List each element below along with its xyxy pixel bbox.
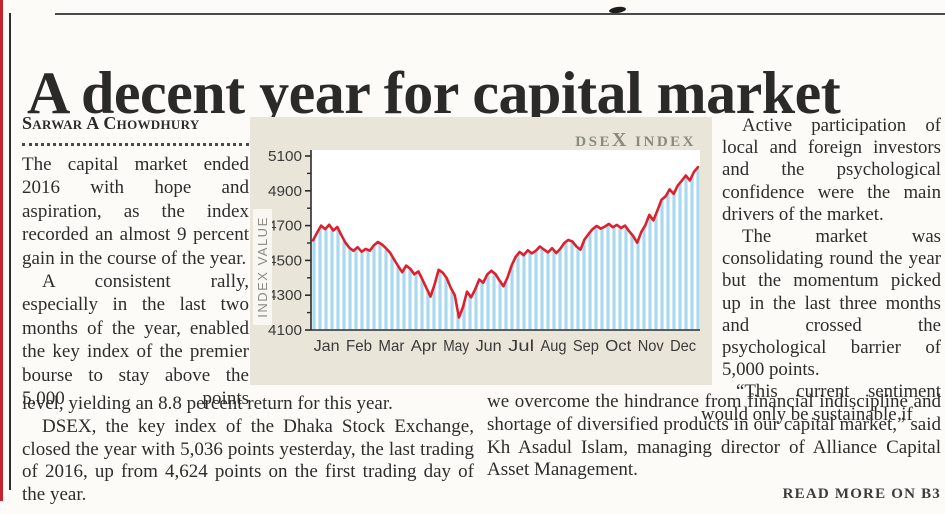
svg-text:May: May — [443, 338, 469, 355]
column-rule — [9, 13, 11, 490]
header-rule — [55, 13, 945, 15]
svg-text:Apr: Apr — [411, 338, 438, 355]
chart-canvas: 5100 4900 4700 4500 4300 4100 Jan Feb Mar Apr May J… — [268, 148, 700, 355]
article-paragraph: level, yielding an 8.8 percent return fo… — [22, 393, 393, 414]
article-paragraph: Active participation of local and foreig… — [722, 115, 941, 225]
chart-title-text: DSE — [575, 134, 612, 150]
article-paragraph: The market was consolidating round the y… — [722, 226, 941, 381]
article-paragraph: A consistent rally, especially in the la… — [22, 271, 249, 410]
left-column: Sarwar A Chowdhury The capital market en… — [22, 113, 249, 410]
svg-text:4900: 4900 — [268, 183, 302, 200]
chart-title-text: INDEX — [628, 134, 696, 150]
svg-text:Jul: Jul — [508, 338, 534, 355]
svg-text:4100: 4100 — [268, 322, 302, 339]
svg-text:4700: 4700 — [268, 218, 302, 235]
svg-text:Oct: Oct — [605, 338, 632, 355]
chart-title: DSEX INDEX — [575, 129, 696, 152]
svg-text:Aug: Aug — [541, 338, 567, 355]
quote-line: “This current sentiment — [736, 381, 941, 403]
read-more-note: READ MORE ON B3 — [782, 486, 941, 503]
bottom-right-column: we overcome the hindrance from financial… — [487, 391, 941, 503]
svg-text:4500: 4500 — [268, 252, 302, 269]
dsex-chart: DSEX INDEX INDEX VALUE 5100 4900 4700 4500 4… — [250, 117, 712, 385]
svg-text:Sep: Sep — [573, 338, 599, 355]
page-edge-red-strip — [0, 0, 3, 501]
svg-text:Mar: Mar — [378, 338, 405, 355]
right-column: Active participation of local and foreig… — [701, 115, 941, 426]
chart-title-x: X — [611, 129, 629, 151]
svg-text:4300: 4300 — [268, 287, 302, 304]
byline: Sarwar A Chowdhury — [22, 113, 200, 133]
quote-line: would only be sustainable if — [701, 403, 913, 425]
headline: A decent year for capital market — [27, 60, 841, 127]
svg-text:Feb: Feb — [346, 338, 372, 355]
svg-text:5100: 5100 — [268, 148, 302, 165]
article-paragraph: The capital market ended 2016 with hope … — [22, 154, 249, 269]
y-axis-title: INDEX VALUE — [253, 209, 272, 325]
article-paragraph: DSEX, the key index of the Dhaka Stock E… — [22, 415, 474, 506]
svg-text:Nov: Nov — [638, 338, 664, 355]
bottom-left-column: level, yielding an 8.8 percent return fo… — [22, 393, 474, 507]
byline-divider — [22, 143, 249, 146]
svg-text:Jun: Jun — [476, 338, 502, 355]
svg-text:Jan: Jan — [314, 338, 340, 355]
article-paragraph: we overcome the hindrance from financial… — [487, 391, 941, 481]
svg-text:Dec: Dec — [670, 338, 696, 355]
